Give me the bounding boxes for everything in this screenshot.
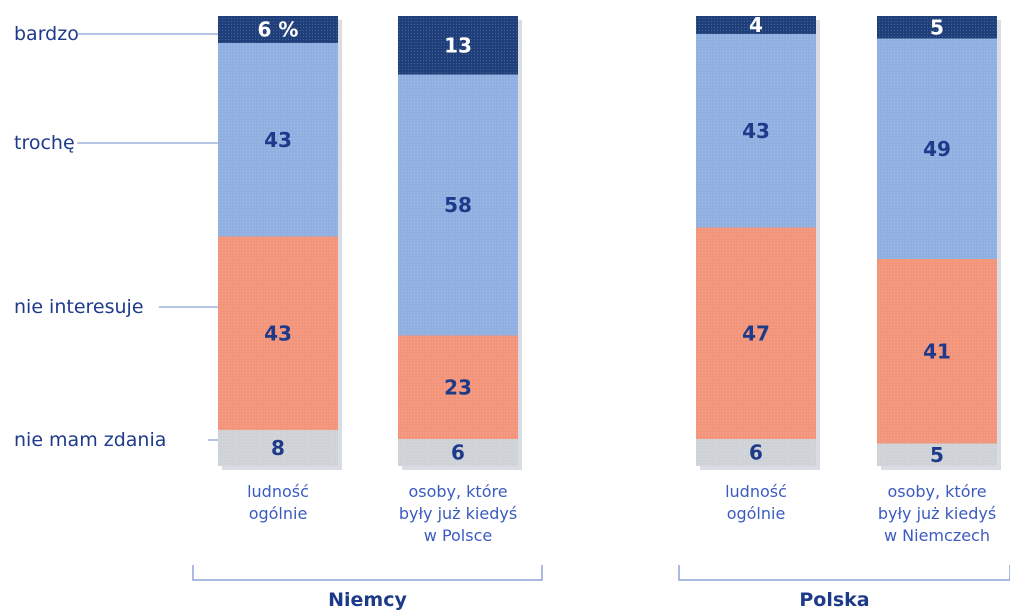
bar-segment-texture: [696, 439, 816, 466]
category-label: ludność: [725, 482, 787, 501]
data-label-nie_interesuje: 23: [444, 375, 472, 399]
data-label-nie_interesuje: 43: [264, 321, 292, 345]
bar-segment-texture: [218, 236, 338, 430]
group-bracket: [678, 565, 1010, 581]
data-label-troche: 43: [264, 128, 292, 152]
bar-segment-texture: [398, 335, 518, 439]
bar-segment-texture: [877, 259, 997, 444]
bar-segment-texture: [696, 227, 816, 439]
legend-label-bardzo: bardzo: [14, 23, 79, 45]
category-label: osoby, które: [887, 482, 986, 501]
bar-segment-texture: [398, 439, 518, 466]
data-label-bardzo: 6 %: [258, 18, 299, 42]
bar-segment-texture: [398, 74, 518, 336]
data-label-bardzo: 5: [930, 15, 944, 39]
category-label: były już kiedyś: [399, 504, 517, 523]
data-label-troche: 43: [742, 119, 770, 143]
bar-segment-texture: [398, 16, 518, 75]
bar-segment-texture: [218, 430, 338, 466]
data-label-nie_interesuje: 47: [742, 321, 770, 345]
data-label-troche: 49: [923, 137, 951, 161]
category-label: ogólnie: [249, 504, 308, 523]
bar-segment-texture: [696, 34, 816, 228]
data-label-nie_mam_zdania: 8: [271, 436, 285, 460]
data-label-nie_mam_zdania: 5: [930, 443, 944, 467]
category-label: w Niemczech: [884, 526, 990, 545]
bar-segment-texture: [218, 43, 338, 237]
legend-label-nie_interesuje: nie interesuje: [14, 296, 144, 318]
group-bracket: [192, 565, 543, 581]
bar-segment-texture: [696, 16, 816, 34]
data-label-nie_interesuje: 41: [923, 339, 951, 363]
data-label-nie_mam_zdania: 6: [451, 441, 465, 465]
category-label: w Polsce: [424, 526, 492, 545]
bar-segment-texture: [877, 16, 997, 39]
category-label: ludność: [247, 482, 309, 501]
legend-label-troche: trochę: [14, 132, 75, 154]
data-label-troche: 58: [444, 193, 472, 217]
legend-label-nie_mam_zdania: nie mam zdania: [14, 429, 166, 451]
bar-segment-texture: [877, 38, 997, 259]
data-label-bardzo: 13: [444, 33, 472, 57]
group-label: Niemcy: [328, 589, 407, 611]
category-label: osoby, które: [408, 482, 507, 501]
data-label-nie_mam_zdania: 6: [749, 441, 763, 465]
category-label: były już kiedyś: [878, 504, 996, 523]
category-label: ogólnie: [727, 504, 786, 523]
bar-segment-texture: [218, 16, 338, 43]
data-label-bardzo: 4: [749, 13, 763, 37]
group-label: Polska: [799, 589, 869, 611]
bar-segment-texture: [877, 443, 997, 466]
